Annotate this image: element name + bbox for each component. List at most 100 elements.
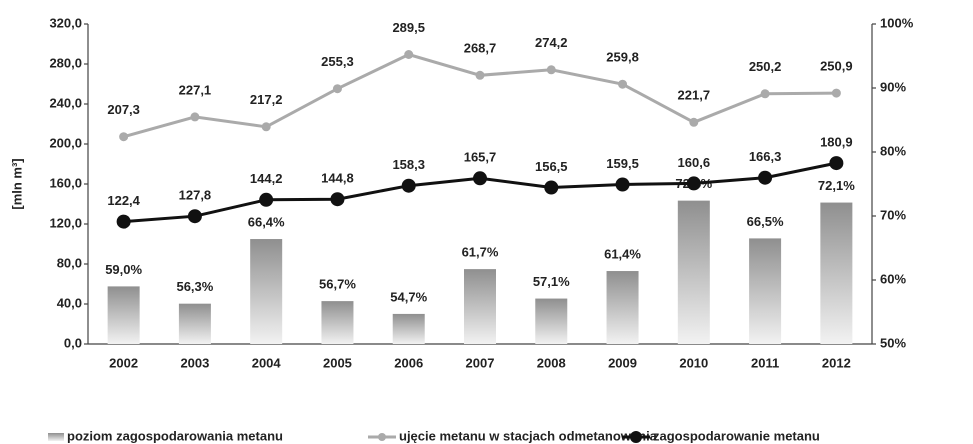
- bar: [677, 200, 710, 344]
- line-marker: [473, 171, 487, 186]
- x-tick-label: 2003: [180, 355, 209, 370]
- y-tick-label: 80,0: [57, 255, 82, 270]
- line-marker: [475, 70, 485, 80]
- line-value-label: 250,2: [749, 59, 782, 74]
- bar: [464, 269, 496, 344]
- line-marker: [404, 50, 414, 59]
- bar-value-label: 61,7%: [462, 245, 499, 260]
- line-value-label: 289,5: [392, 20, 425, 35]
- legend-label: zagospodarowanie metanu: [653, 428, 820, 443]
- y-tick-label: 160,0: [49, 175, 82, 190]
- x-tick-label: 2005: [323, 355, 352, 370]
- line-value-label: 144,8: [321, 171, 354, 186]
- bar-value-label: 66,4%: [248, 214, 285, 229]
- x-tick-label: 2007: [466, 355, 495, 370]
- bar-value-label: 66,5%: [747, 214, 784, 229]
- line-value-label: 166,3: [749, 149, 782, 164]
- y-tick-label: 0,0: [64, 335, 82, 350]
- bar-value-label: 56,3%: [176, 279, 213, 294]
- y2-tick-label: 70%: [880, 207, 906, 222]
- y-tick-label: 40,0: [57, 295, 82, 310]
- line-marker: [187, 209, 202, 224]
- line-marker: [618, 79, 628, 89]
- line-value-label: 158,3: [392, 157, 425, 172]
- line-value-label: 268,7: [464, 41, 497, 56]
- line-value-label: 250,9: [820, 59, 853, 74]
- bar-value-label: 57,1%: [533, 274, 570, 289]
- bar: [250, 239, 283, 344]
- bar-value-label: 59,0%: [105, 262, 142, 277]
- line-value-label: 127,8: [179, 188, 212, 203]
- bar: [820, 202, 853, 344]
- y-tick-label: 280,0: [49, 55, 82, 70]
- legend-label: ujęcie metanu w stacjach odmetanowania: [399, 428, 658, 443]
- y2-tick-label: 50%: [880, 335, 906, 350]
- line-marker: [546, 65, 556, 75]
- line-value-label: 122,4: [107, 193, 140, 208]
- line-marker: [758, 170, 773, 185]
- line-value-label: 160,6: [678, 155, 711, 170]
- x-tick-label: 2011: [751, 355, 779, 370]
- line-value-label: 180,9: [820, 135, 853, 150]
- y2-tick-label: 60%: [880, 271, 906, 286]
- line-marker: [686, 176, 701, 191]
- x-tick-label: 2006: [394, 355, 423, 370]
- line-marker: [829, 156, 844, 171]
- y2-tick-label: 100%: [880, 15, 914, 30]
- legend-swatch: [630, 431, 642, 443]
- bar: [606, 271, 639, 344]
- line-value-label: 274,2: [535, 35, 568, 50]
- line-value-label: 221,7: [678, 88, 711, 103]
- legend-label: poziom zagospodarowania metanu: [67, 428, 283, 443]
- bar: [107, 286, 140, 344]
- x-tick-label: 2009: [608, 355, 637, 370]
- line-marker: [261, 122, 271, 132]
- line-marker: [119, 132, 129, 142]
- y2-tick-label: 80%: [880, 143, 906, 158]
- line-value-label: 159,5: [606, 156, 639, 171]
- bar-value-label: 56,7%: [319, 277, 356, 292]
- bar: [321, 301, 354, 344]
- line-marker: [760, 89, 770, 99]
- line-marker: [190, 112, 200, 122]
- line-marker: [615, 177, 630, 192]
- bar-value-label: 54,7%: [390, 289, 427, 304]
- line-value-label: 255,3: [321, 54, 354, 69]
- x-tick-label: 2008: [537, 355, 566, 370]
- y-tick-label: 240,0: [49, 95, 82, 110]
- line-value-label: 165,7: [464, 150, 497, 165]
- bar: [749, 238, 782, 344]
- line-value-label: 144,2: [250, 171, 283, 186]
- line-value-label: 217,2: [250, 92, 283, 107]
- line: [123, 52, 837, 139]
- line-marker: [332, 84, 342, 94]
- x-tick-label: 2004: [252, 355, 282, 370]
- bar: [535, 298, 568, 344]
- bar: [178, 303, 211, 344]
- legend-swatch: [378, 433, 386, 441]
- line-marker: [544, 180, 559, 195]
- y-tick-label: 120,0: [49, 215, 82, 230]
- bar-value-label: 72,1%: [818, 178, 855, 193]
- line-value-label: 227,1: [179, 82, 212, 97]
- line-marker: [401, 178, 416, 193]
- line-value-label: 207,3: [107, 102, 140, 117]
- y-tick-label: 200,0: [49, 135, 82, 150]
- legend-swatch: [48, 433, 64, 441]
- y-tick-label: 320,0: [49, 15, 82, 30]
- line-value-label: 156,5: [535, 159, 568, 174]
- line-marker: [116, 214, 131, 229]
- y-axis-label: [mln m³]: [9, 158, 24, 209]
- bar-value-label: 61,4%: [604, 246, 641, 261]
- line-marker: [259, 192, 274, 207]
- line-value-label: 259,8: [606, 50, 639, 65]
- y2-tick-label: 90%: [880, 79, 906, 94]
- line-marker: [330, 192, 345, 207]
- bar: [392, 313, 425, 344]
- x-tick-label: 2010: [679, 355, 708, 370]
- x-tick-label: 2012: [822, 355, 851, 370]
- x-tick-label: 2002: [109, 355, 138, 370]
- line-marker: [831, 88, 841, 98]
- line-marker: [689, 117, 699, 127]
